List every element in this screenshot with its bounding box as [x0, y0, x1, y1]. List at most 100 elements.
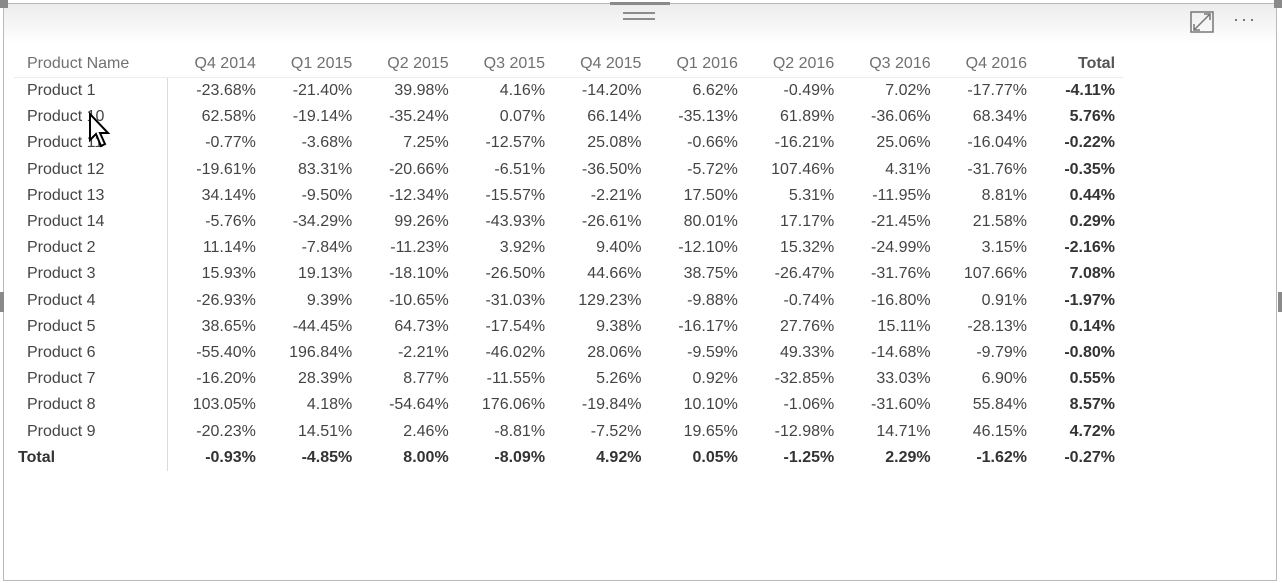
value-cell: 55.84%	[972, 396, 1028, 414]
value-cell: -31.03%	[485, 291, 546, 309]
column-header[interactable]: Q2 2016	[745, 50, 843, 78]
more-options-icon[interactable]: ···	[1233, 9, 1257, 29]
value-cell: 62.58%	[201, 108, 256, 126]
value-cell: -9.59%	[687, 343, 738, 361]
value-cell: 28.39%	[298, 370, 353, 388]
row-total-cell: 7.08%	[1069, 265, 1116, 283]
value-cell: -8.09%	[494, 448, 546, 466]
value-cell: 34.14%	[201, 186, 256, 204]
column-header[interactable]: Q4 2014	[167, 50, 264, 78]
value-cell: 44.66%	[587, 265, 642, 283]
value-cell: -19.84%	[581, 396, 642, 414]
value-cell: 38.65%	[201, 317, 256, 335]
column-header[interactable]: Product Name	[14, 50, 168, 78]
drag-grip-icon[interactable]	[623, 12, 655, 24]
value-cell: 4.31%	[885, 160, 931, 178]
value-cell: -2.21%	[397, 343, 449, 361]
value-cell: -14.20%	[581, 82, 642, 100]
value-cell: 9.38%	[596, 317, 642, 335]
value-cell: 107.66%	[963, 265, 1028, 283]
value-cell: 0.92%	[692, 370, 738, 388]
value-cell: 19.65%	[683, 422, 738, 440]
visual-container[interactable]	[3, 3, 1277, 581]
value-cell: -4.85%	[301, 448, 353, 466]
column-header[interactable]: Q2 2015	[360, 50, 457, 78]
value-cell: -0.74%	[783, 291, 835, 309]
column-header[interactable]: Q4 2016	[938, 50, 1036, 78]
column-header[interactable]: Q3 2016	[842, 50, 939, 78]
resize-handle-top-right[interactable]	[1274, 0, 1282, 8]
value-cell: -7.84%	[301, 239, 353, 257]
resize-handle-top[interactable]	[610, 2, 670, 5]
row-label[interactable]: Product 1	[14, 77, 168, 105]
value-cell: -31.60%	[871, 396, 931, 414]
value-cell: -26.47%	[774, 265, 835, 283]
row-label[interactable]: Product 12	[14, 156, 168, 183]
value-cell: 176.06%	[481, 396, 546, 414]
resize-handle-left[interactable]	[0, 292, 4, 312]
column-header[interactable]: Q1 2016	[649, 50, 746, 78]
value-cell: -9.50%	[301, 186, 353, 204]
value-cell: -36.06%	[871, 108, 931, 126]
row-label[interactable]: Product 7	[14, 366, 168, 393]
resize-handle-right[interactable]	[1278, 292, 1282, 312]
row-total-cell: -4.11%	[1065, 82, 1116, 100]
table-row: Product 11 -0.77% -3.68% 7.25% -12.57% 25.08%…	[14, 130, 1123, 157]
value-cell: -0.49%	[783, 82, 835, 100]
value-cell: 99.26%	[394, 213, 449, 231]
row-label[interactable]: Product 2	[14, 235, 168, 262]
value-cell: 4.16%	[499, 82, 546, 100]
row-label[interactable]: Product 5	[14, 313, 168, 340]
value-cell: 103.05%	[192, 396, 256, 414]
row-total-cell: 0.55%	[1069, 370, 1116, 388]
resize-handle-top-left[interactable]	[0, 0, 8, 8]
value-cell: -8.81%	[494, 422, 546, 440]
value-cell: -14.68%	[871, 343, 931, 361]
value-cell: 0.07%	[499, 108, 546, 126]
focus-mode-icon[interactable]	[1190, 10, 1216, 34]
value-cell: 66.14%	[587, 108, 642, 126]
table-row: Product 2 11.14% -7.84% -11.23% 3.92% 9.40% -1…	[14, 235, 1123, 262]
value-cell: -11.95%	[872, 186, 931, 204]
table-row: Product 8 103.05% 4.18% -54.64% 176.06% -19.8…	[14, 392, 1123, 419]
value-cell: -0.93%	[205, 448, 256, 466]
row-label[interactable]: Product 6	[14, 339, 168, 367]
row-total-cell: -0.35%	[1064, 160, 1116, 178]
value-cell: 27.76%	[779, 317, 835, 335]
value-cell: -54.64%	[389, 396, 449, 414]
value-cell: -12.98%	[774, 422, 835, 440]
row-label[interactable]: Product 8	[14, 392, 168, 419]
value-cell: 21.58%	[972, 213, 1028, 231]
row-label[interactable]: Product 14	[14, 208, 168, 236]
value-cell: 8.00%	[403, 448, 449, 466]
row-label[interactable]: Product 4	[14, 287, 168, 314]
column-header[interactable]: Q1 2015	[263, 50, 361, 78]
row-label[interactable]: Product 9	[14, 418, 168, 445]
visual-header	[4, 4, 1276, 44]
value-cell: -46.02%	[485, 343, 546, 361]
row-label[interactable]: Product 13	[14, 182, 168, 209]
value-cell: -16.20%	[196, 370, 256, 388]
value-cell: -28.13%	[967, 317, 1028, 335]
table-row: Product 6 -55.40% 196.84% -2.21% -46.02% 28.0…	[14, 339, 1123, 367]
column-header[interactable]: Total	[1035, 50, 1124, 78]
column-header[interactable]: Q4 2015	[553, 50, 650, 78]
value-cell: -10.65%	[389, 291, 449, 309]
value-cell: -3.68%	[301, 134, 353, 152]
value-cell: -31.76%	[967, 160, 1028, 178]
row-total-cell: 0.29%	[1069, 213, 1116, 231]
row-label[interactable]: Total	[14, 444, 168, 471]
row-total-cell: 0.14%	[1069, 317, 1116, 335]
row-total-cell: 0.44%	[1069, 186, 1116, 204]
value-cell: -26.50%	[485, 265, 546, 283]
value-cell: -11.55%	[486, 370, 546, 388]
value-cell: 5.26%	[596, 370, 642, 388]
value-cell: 5.31%	[788, 186, 835, 204]
value-cell: -20.66%	[389, 160, 449, 178]
value-cell: 61.89%	[779, 108, 835, 126]
column-header[interactable]: Q3 2015	[456, 50, 554, 78]
row-label[interactable]: Product 3	[14, 261, 168, 288]
value-cell: 15.11%	[877, 317, 931, 335]
table-row: Product 9 -20.23% 14.51% 2.46% -8.81% -7.52% 1…	[14, 418, 1123, 445]
value-cell: -43.93%	[485, 213, 546, 231]
